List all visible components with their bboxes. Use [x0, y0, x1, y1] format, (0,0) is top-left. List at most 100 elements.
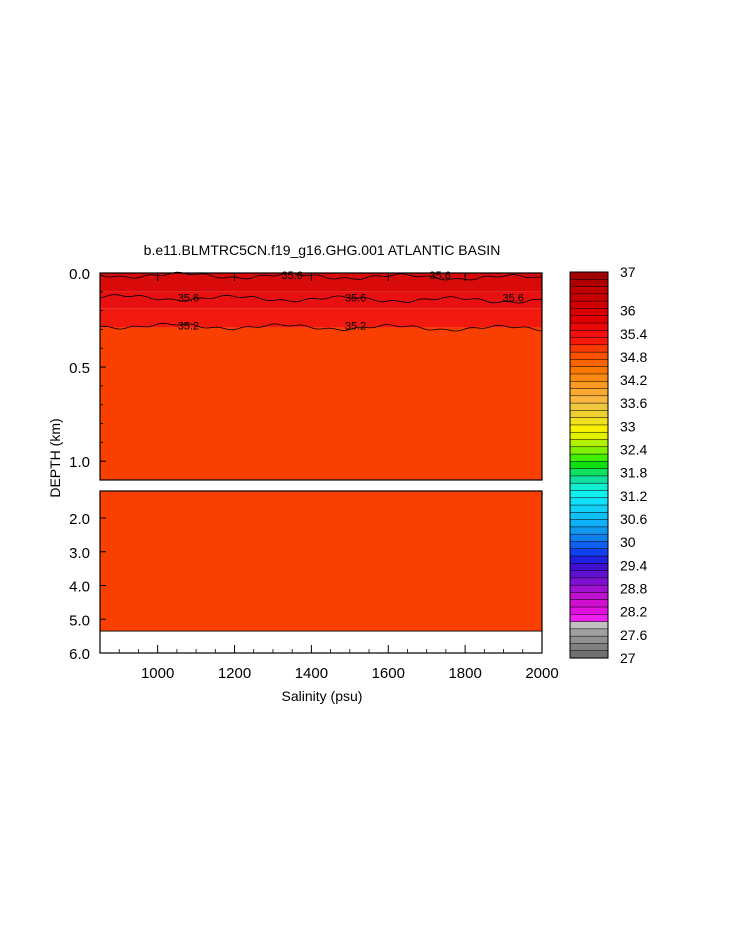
colorbar-swatch-5 — [569, 308, 609, 317]
colorbar-swatch-51 — [569, 643, 609, 652]
colorbar-swatch-34 — [569, 519, 609, 528]
lower-y-tick-label-2: 4.0 — [69, 579, 90, 596]
x-tick-label-1: 1200 — [218, 665, 251, 682]
contour-line-2 — [99, 322, 543, 332]
colorbar-swatch-38 — [569, 548, 609, 557]
colorbar-swatch-3 — [569, 293, 609, 302]
colorbar-label-14: 28.2 — [620, 604, 647, 620]
colorbar-swatch-46 — [569, 606, 609, 615]
colorbar-label-13: 28.8 — [620, 581, 647, 597]
colorbar-swatch-37 — [569, 541, 609, 550]
colorbar-swatch-33 — [569, 512, 609, 521]
contour-label-0-1: 35.6 — [429, 270, 450, 282]
lower-salinity-fill — [100, 491, 542, 632]
colorbar-swatch-35 — [569, 526, 609, 535]
colorbar-swatch-39 — [569, 555, 609, 564]
colorbar-swatch-18 — [569, 402, 609, 411]
colorbar-swatch-14 — [569, 373, 609, 382]
colorbar-label-5: 33.6 — [620, 395, 647, 411]
colorbar-swatch-25 — [569, 453, 609, 462]
colorbar-label-3: 34.8 — [620, 349, 647, 365]
colorbar-swatch-16 — [569, 388, 609, 397]
colorbar-swatch-22 — [569, 431, 609, 441]
upper-y-tick-label-2: 1.0 — [69, 454, 90, 471]
colorbar-swatch-43 — [569, 584, 609, 594]
lower-y-tick-label-0: 2.0 — [69, 511, 90, 528]
salinity-layer-1 — [100, 291, 542, 309]
colorbar-swatch-26 — [569, 461, 609, 470]
colorbar-swatch-47 — [569, 614, 609, 623]
colorbar-swatch-2 — [569, 286, 609, 295]
upper-panel: 35.6 35.6 35.6 35.6 35.6 35.2 35.2 0.0 0.5 1.0 — [69, 266, 543, 481]
colorbar-swatch-19 — [569, 410, 609, 419]
contour-label-1-1: 35.6 — [345, 292, 366, 304]
colorbar-swatch-11 — [569, 351, 609, 360]
x-tick-label-5: 2000 — [525, 665, 558, 682]
colorbar-swatch-13 — [569, 366, 609, 375]
colorbar-label-10: 30.6 — [620, 511, 647, 527]
contour-line-1 — [99, 294, 543, 304]
x-tick-label-2: 1400 — [295, 665, 328, 682]
contour-label-2-0: 35.2 — [178, 321, 199, 333]
salinity-layer-3 — [100, 327, 542, 480]
colorbar-swatch-50 — [569, 635, 609, 644]
colorbar-label-0: 37 — [620, 264, 636, 280]
salinity-layer-2 — [100, 308, 542, 328]
colorbar-label-6: 33 — [620, 418, 636, 434]
colorbar-swatch-48 — [569, 621, 609, 630]
colorbar-swatch-21 — [569, 424, 609, 433]
colorbar-label-16: 27 — [620, 650, 636, 666]
colorbar-swatch-32 — [569, 504, 609, 513]
colorbar-label-8: 31.8 — [620, 465, 647, 481]
lower-panel: 2.0 3.0 4.0 5.0 6.0 — [69, 490, 543, 663]
colorbar-swatch-52 — [569, 650, 609, 659]
colorbar-swatch-28 — [569, 475, 609, 484]
colorbar-swatch-31 — [569, 497, 609, 506]
colorbar-swatch-23 — [569, 439, 609, 448]
colorbar-swatch-6 — [569, 315, 609, 324]
colorbar-swatch-10 — [569, 344, 609, 353]
colorbar-label-12: 29.4 — [620, 557, 647, 573]
colorbar-swatch-20 — [569, 417, 609, 426]
colorbar-swatch-45 — [569, 599, 609, 608]
upper-y-tick-label-1: 0.5 — [69, 360, 90, 377]
colorbar-swatch-42 — [569, 577, 609, 586]
colorbar-label-2: 35.4 — [620, 326, 647, 342]
colorbar-label-1: 36 — [620, 303, 636, 319]
contour-label-1-0: 35.6 — [178, 292, 199, 304]
colorbar-label-11: 30 — [620, 534, 636, 550]
colorbar-swatch-36 — [569, 533, 609, 543]
colorbar-label-9: 31.2 — [620, 488, 647, 504]
colorbar-swatch-8 — [569, 330, 609, 339]
colorbar-swatch-0 — [569, 271, 609, 280]
x-tick-label-0: 1000 — [141, 665, 174, 682]
x-tick-label-4: 1800 — [448, 665, 481, 682]
colorbar-swatch-7 — [569, 322, 609, 331]
colorbar-swatch-49 — [569, 628, 609, 637]
salinity-layer-0 — [100, 273, 542, 292]
lower-y-tick-label-1: 3.0 — [69, 545, 90, 562]
colorbar-label-4: 34.2 — [620, 372, 647, 388]
colorbar-label-7: 32.4 — [620, 442, 647, 458]
lower-panel-frame — [99, 490, 543, 654]
colorbar-swatch-17 — [569, 395, 609, 404]
contour-label-1-2: 35.6 — [502, 292, 523, 304]
colorbar-swatch-9 — [569, 337, 609, 346]
colorbar-swatch-44 — [569, 592, 609, 601]
upper-y-tick-label-0: 0.0 — [69, 266, 90, 283]
colorbar: 37 36 35.4 34.8 34.2 33.6 33 32.4 31.8 31.2 30.6 30… — [569, 264, 647, 666]
colorbar-swatch-27 — [569, 468, 609, 477]
colorbar-frame — [569, 271, 609, 659]
colorbar-swatch-30 — [569, 490, 609, 499]
x-axis-label: Salinity (psu) — [282, 688, 363, 704]
y-axis-label: DEPTH (km) — [47, 418, 63, 497]
colorbar-swatch-4 — [569, 300, 609, 309]
colorbar-swatch-24 — [569, 446, 609, 455]
colorbar-swatch-29 — [569, 482, 609, 492]
colorbar-swatch-41 — [569, 570, 609, 579]
x-tick-label-3: 1600 — [372, 665, 405, 682]
upper-panel-frame — [99, 272, 543, 481]
contour-label-2-1: 35.2 — [345, 321, 366, 333]
colorbar-swatch-12 — [569, 359, 609, 368]
